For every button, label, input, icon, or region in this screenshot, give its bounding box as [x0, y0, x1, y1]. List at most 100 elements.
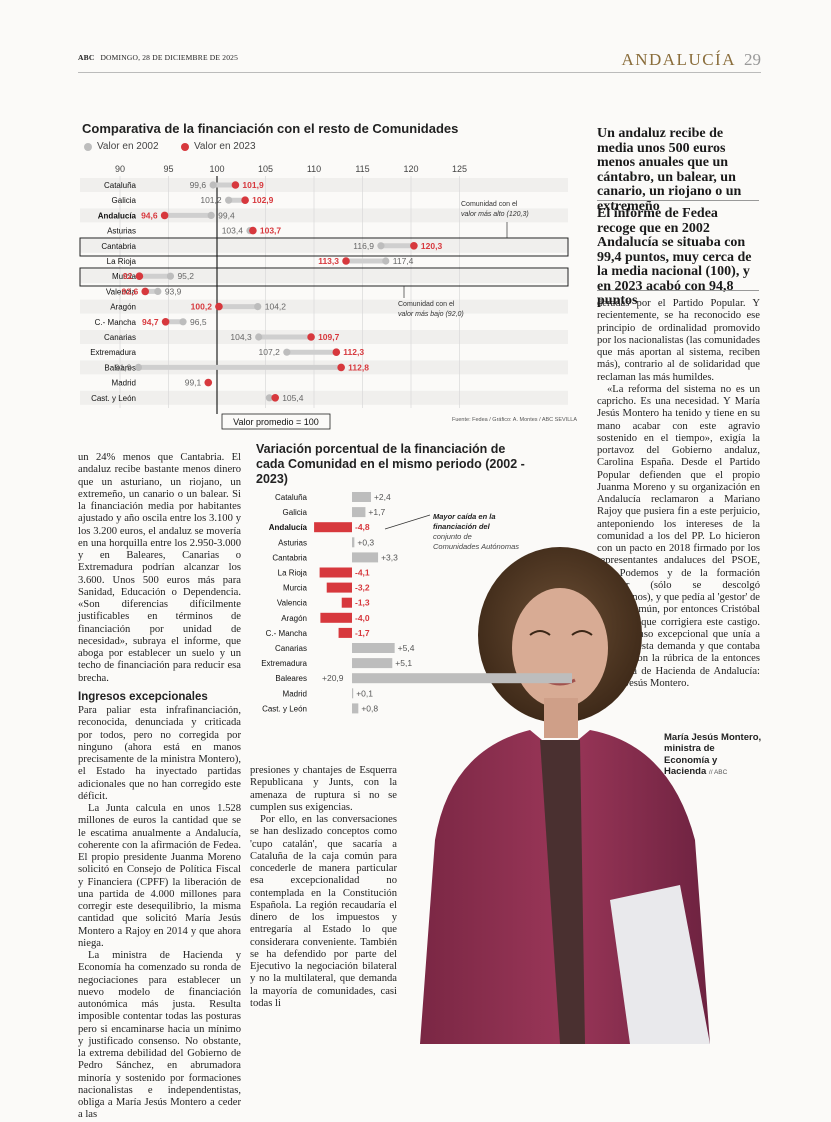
- x-tick-label: 120: [403, 164, 418, 174]
- bar: [352, 492, 371, 502]
- bar-value-label: -4,1: [355, 568, 370, 578]
- dot-2002: [134, 363, 143, 371]
- row-label: Extremadura: [90, 348, 136, 357]
- row-band: [80, 390, 568, 405]
- bar-category-label: Galicia: [283, 508, 308, 517]
- dot-2002: [283, 348, 291, 356]
- bar: [352, 688, 354, 699]
- bar-category-label: Canarias: [275, 644, 307, 653]
- x-tick-label: 115: [355, 164, 369, 174]
- sidebar-headline-2: El informe de Fedea recoge que en 2002 A…: [597, 206, 752, 308]
- bar: [320, 612, 352, 623]
- legend-2002-label: Valor en 2002: [97, 141, 159, 152]
- bar: [319, 567, 352, 578]
- row-label: Canarias: [104, 333, 136, 342]
- bar-value-label: +3,3: [381, 552, 398, 562]
- article-column-2: presiones y chantajes de Esquerra Republ…: [250, 765, 397, 1010]
- value-label-2002: 101,2: [200, 195, 222, 205]
- variation-bar-chart: Cataluña +2,4 Galicia +1,7 Andalucía -4,8 Astu…: [261, 492, 572, 714]
- masthead-rule: [78, 72, 761, 73]
- photo-neck: [544, 698, 578, 738]
- dot-2023: [204, 378, 213, 387]
- row-band: [80, 238, 568, 253]
- bar-category-label: Andalucía: [269, 523, 308, 532]
- dot-2023: [231, 181, 240, 189]
- caption-role-3: Hacienda: [664, 765, 707, 777]
- article-column-3: deradas por el Partido Popular. Y recien…: [597, 298, 760, 690]
- chart2-title-line1: Variación porcentual de la financiación …: [256, 442, 506, 456]
- annotation-max: Comunidad con el valor más alto (120,3): [461, 201, 529, 238]
- annotation-mayor-caida-arrow: [384, 514, 431, 530]
- value-label-2023: 102,9: [252, 195, 274, 205]
- section-header: ANDALUCÍA 29: [621, 50, 761, 70]
- annotation-min: Comunidad con el valor más bajo (92,0): [398, 286, 464, 318]
- value-label-2023: 105,4: [282, 393, 304, 403]
- value-label-2023: 112,8: [348, 362, 369, 372]
- value-label-2002: 93,9: [165, 286, 182, 296]
- article-paragraph: un 24% menos que Cantabria. El andaluz r…: [78, 452, 241, 684]
- chart2-marks: Cataluña +2,4 Galicia +1,7 Andalucía -4,8 Astu…: [261, 492, 572, 714]
- bar-value-label: +1,7: [368, 507, 385, 517]
- chart1-highlight-boxes: [79, 237, 569, 287]
- masthead-brand: ABC: [78, 53, 95, 62]
- bar-value-label: +0,1: [356, 688, 373, 698]
- bar-category-label: Extremadura: [261, 659, 307, 668]
- bar: [314, 522, 352, 533]
- value-label-2002: 99,6: [190, 180, 207, 190]
- value-label-2002: 95,2: [177, 271, 194, 281]
- bar: [352, 703, 359, 714]
- highlight-box-murcia: [79, 267, 569, 287]
- article-paragraph: La ministra de Hacienda y Economía ha co…: [78, 950, 241, 1121]
- article-paragraph: Para paliar esta infrafinanciación, reco…: [78, 705, 241, 802]
- row-label: Cantabria: [101, 242, 136, 251]
- value-label-2002: 104,3: [230, 332, 252, 342]
- average-label: Valor promedio = 100: [233, 417, 319, 427]
- highlight-box-cantabria: [79, 237, 569, 257]
- value-label-2023: 92,6: [122, 286, 139, 296]
- bar: [352, 658, 393, 669]
- row-label: Cataluña: [104, 181, 137, 190]
- dot-2023: [332, 348, 341, 357]
- bar-category-label: La Rioja: [278, 569, 308, 578]
- dot-2023: [160, 211, 169, 220]
- value-label-2023: 103,7: [260, 226, 282, 236]
- row-label: Andalucía: [98, 211, 137, 220]
- masthead-brand-date: ABC DOMINGO, 28 DE DICIEMBRE DE 2025: [78, 53, 238, 62]
- article-paragraph: Por ello, en las conversaciones se han d…: [250, 814, 397, 1009]
- sidebar-headline-1: Un andaluz recibe de media unos 500 euro…: [597, 126, 742, 214]
- bar-value-label: +5,1: [395, 658, 412, 668]
- annotation-mayor-caida-line2: financiación del: [433, 522, 491, 531]
- photo-blouse: [540, 740, 585, 1044]
- chart2-title-line2: cada Comunidad en el mismo periodo (2002…: [256, 457, 525, 486]
- caption-role-2: Economía y: [664, 754, 718, 766]
- annotation-min-line2: valor más bajo (92,0): [398, 311, 464, 318]
- value-label-2023: 100,2: [191, 302, 213, 312]
- row-band: [80, 178, 568, 192]
- bar-category-label: Madrid: [283, 689, 307, 698]
- bar-value-label: +2,4: [374, 492, 391, 502]
- bar: [352, 643, 395, 653]
- row-label: Cast. y León: [91, 394, 136, 403]
- article-subhead: Ingresos excepcionales: [78, 690, 208, 703]
- annotation-mayor-caida-line1: Mayor caída en la: [433, 512, 496, 521]
- dot-2002: [382, 257, 390, 265]
- chart1-grid: 90 95 100 105 110 115 120 125: [80, 164, 568, 414]
- photo-caption: María Jesús Montero, ministra de Economí…: [664, 732, 774, 778]
- dot-2002: [179, 318, 187, 326]
- page-number: 29: [744, 50, 761, 69]
- annotation-min-line1: Comunidad con el: [398, 301, 455, 308]
- bar-category-label: Murcia: [283, 584, 308, 593]
- dot-2023: [135, 272, 144, 281]
- chart1-title: Comparativa de la financiación con el re…: [82, 121, 459, 136]
- bar-category-label: C.- Mancha: [266, 629, 308, 638]
- dot-2023: [249, 226, 257, 235]
- value-label-2023: 112,3: [343, 347, 364, 357]
- bar: [352, 552, 379, 563]
- bar-value-label: -4,0: [355, 613, 370, 623]
- value-label-2002: 91,9: [115, 362, 132, 372]
- row-label: Madrid: [112, 379, 136, 388]
- dot-2002: [154, 287, 162, 295]
- sidebar-separator-2: [597, 290, 759, 291]
- row-band: [80, 269, 568, 284]
- x-tick-label: 100: [209, 164, 224, 174]
